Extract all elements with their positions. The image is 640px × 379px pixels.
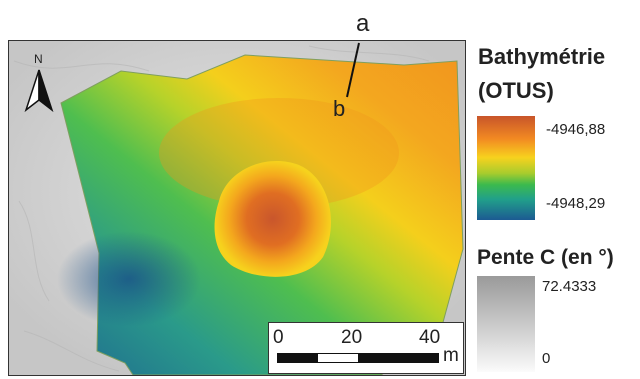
slope-color-ramp bbox=[477, 276, 535, 372]
bathymetry-min-label: -4948,29 bbox=[546, 195, 606, 212]
slope-max-label: 72.4333 bbox=[542, 278, 597, 295]
scale-bar-graphic bbox=[277, 353, 439, 363]
slope-legend-title: Pente C (en °) bbox=[477, 246, 614, 269]
bathymetry-color-ramp bbox=[477, 116, 535, 220]
bathymetry-legend-subtitle: (OTUS) bbox=[478, 78, 554, 103]
scale-tick-0: 0 bbox=[273, 327, 284, 348]
profile-label-a: a bbox=[356, 10, 370, 37]
scale-bar: 0 20 40 m bbox=[268, 322, 464, 374]
map-frame bbox=[8, 40, 466, 376]
bathymetry-legend-title: Bathymétrie bbox=[478, 44, 606, 69]
map-canvas bbox=[9, 41, 465, 375]
north-arrow-icon bbox=[24, 69, 54, 113]
slope-min-label: 0 bbox=[542, 350, 551, 367]
bathymetry-max-label: -4946,88 bbox=[546, 121, 606, 138]
scale-unit: m bbox=[443, 345, 459, 366]
scale-tick-20: 20 bbox=[341, 327, 363, 348]
scale-tick-40: 40 bbox=[419, 327, 441, 348]
profile-label-b: b bbox=[333, 96, 346, 121]
north-arrow-letter: N bbox=[34, 52, 43, 66]
